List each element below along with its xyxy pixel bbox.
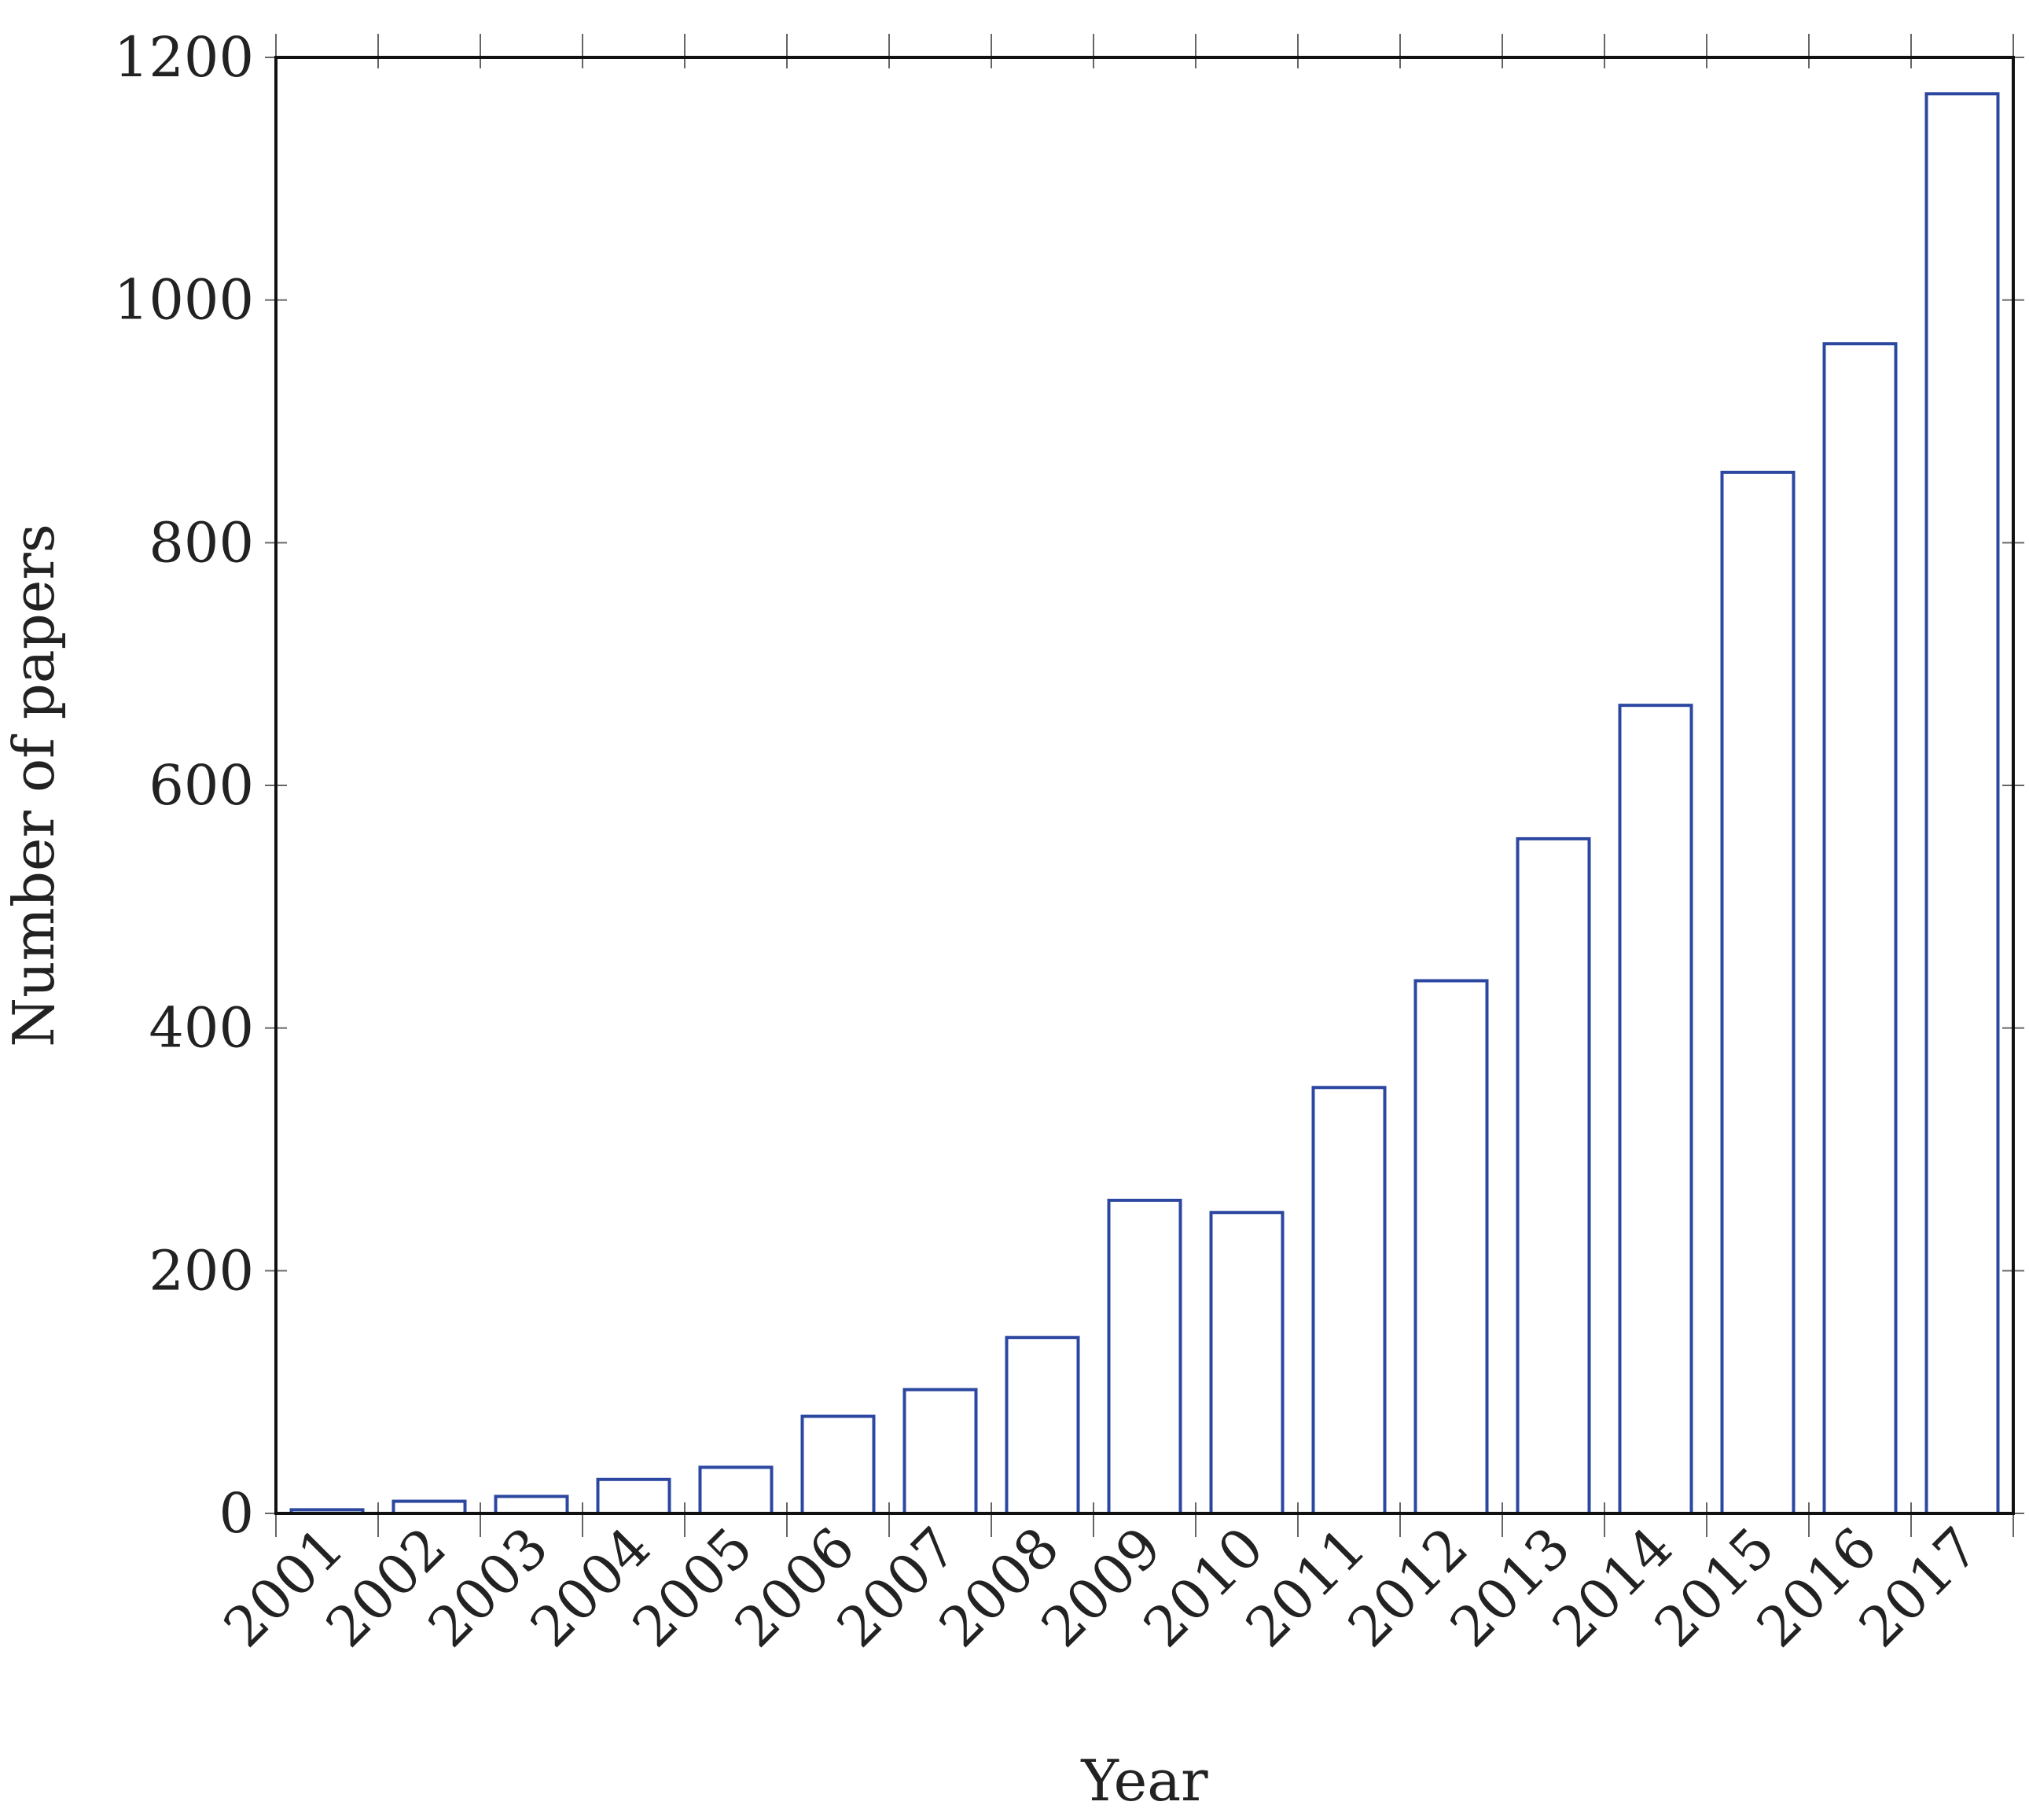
y-tick-label: 0 <box>219 1481 254 1546</box>
x-tick-label: 2003 <box>416 1515 561 1660</box>
x-tick-label: 2006 <box>722 1515 867 1660</box>
bar-2015 <box>1720 470 1796 1516</box>
x-tick-label: 2009 <box>1029 1515 1174 1660</box>
y-tick-label: 1000 <box>114 268 254 333</box>
plot-frame <box>274 56 2015 1515</box>
bar-2011 <box>1311 1086 1387 1516</box>
bars <box>289 92 2000 1516</box>
y-tick-label: 400 <box>149 996 254 1061</box>
x-tick-label: 2017 <box>1847 1515 1991 1660</box>
x-tick-label: 2012 <box>1336 1515 1480 1660</box>
bar-2003 <box>494 1495 569 1515</box>
y-axis-title: Number of papers <box>1 524 67 1047</box>
bar-2009 <box>1107 1198 1182 1515</box>
x-tick-label: 2004 <box>518 1515 663 1660</box>
bar-2002 <box>391 1499 467 1515</box>
bar-2017 <box>1924 92 2000 1515</box>
x-tick-label: 2010 <box>1131 1515 1276 1660</box>
x-tick-label: 2005 <box>620 1515 765 1660</box>
bar-2016 <box>1822 342 1898 1515</box>
bar-2008 <box>1005 1336 1080 1516</box>
bar-2005 <box>698 1465 774 1516</box>
y-tick-label: 600 <box>149 753 254 818</box>
axis-ticks <box>265 34 2024 1537</box>
x-tick-label: 2015 <box>1642 1515 1787 1660</box>
bar-2010 <box>1209 1211 1285 1515</box>
x-tick-label: 2007 <box>825 1515 969 1660</box>
x-tick-label: 2011 <box>1233 1515 1378 1660</box>
y-tick-labels: 0 200 400 600 800 1000 1200 <box>114 25 254 1546</box>
bar-2007 <box>902 1388 978 1515</box>
bar-2013 <box>1516 836 1591 1515</box>
bar-2012 <box>1413 979 1489 1515</box>
x-tick-label: 2014 <box>1540 1515 1685 1660</box>
bar-2004 <box>596 1477 671 1515</box>
x-tick-label: 2016 <box>1744 1515 1889 1660</box>
bar-2006 <box>800 1414 876 1515</box>
x-tick-label: 2002 <box>314 1515 458 1660</box>
y-tick-label: 200 <box>149 1238 254 1303</box>
x-tick-label: 2008 <box>927 1515 1071 1660</box>
y-tick-label: 1200 <box>114 25 254 90</box>
x-axis-title: Year <box>1080 1748 1208 1814</box>
y-tick-label: 800 <box>149 510 254 575</box>
x-tick-labels: 2001200220032004200520062007200820092010… <box>211 1515 1991 1660</box>
bar-2014 <box>1618 704 1693 1515</box>
x-tick-label: 2013 <box>1438 1515 1582 1660</box>
